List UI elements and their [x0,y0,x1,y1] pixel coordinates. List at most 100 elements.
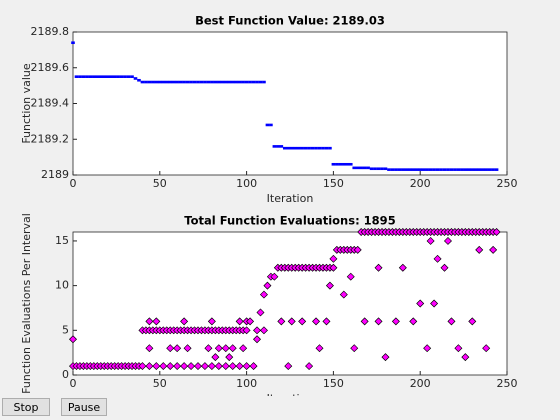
point [180,362,189,371]
point [185,80,190,84]
point [183,344,192,353]
point [192,80,197,84]
point [350,344,359,353]
point [423,344,432,353]
point [246,317,255,326]
point [221,344,230,353]
point [144,80,148,84]
x-tick-label: 250 [497,177,518,190]
point [482,344,491,353]
point [166,362,175,371]
point [151,80,155,84]
point [328,146,332,150]
point [383,167,388,171]
y-tick-label: 5 [62,323,69,336]
pause-button[interactable]: Pause [61,398,107,416]
point [338,162,343,166]
point [456,168,461,171]
point [404,168,409,171]
point [345,162,350,166]
point [214,344,223,353]
y-tick-label: 2189.8 [31,25,70,38]
point [440,263,449,272]
point [390,168,395,171]
point [380,167,384,171]
y-tick-label: 10 [55,279,69,292]
point [360,317,369,326]
point [256,308,265,317]
point [207,362,216,371]
point [220,80,225,84]
y-tick-label: 2189 [41,168,69,181]
point [123,75,127,78]
point [435,168,440,171]
point [394,168,398,171]
point [407,168,412,171]
point [449,168,454,171]
point [381,353,390,362]
point [369,167,374,171]
point [105,75,110,78]
x-axis-label: Iteration [267,392,314,396]
point [126,75,131,78]
point [178,80,183,84]
point [253,326,262,335]
point [200,362,209,371]
point [324,146,329,150]
x-tick-label: 150 [323,177,344,190]
point [74,75,79,78]
point [287,317,296,326]
point [314,146,318,150]
point [411,168,416,171]
point [98,75,103,78]
point [241,80,245,84]
point [487,168,492,171]
x-tick-label: 0 [70,177,77,190]
point [225,353,234,362]
point [145,317,154,326]
point [315,344,324,353]
point [248,80,252,84]
stop-button[interactable]: Stop [2,398,50,416]
point [430,299,439,308]
y-tick-label: 2189.6 [31,61,70,74]
point [95,75,100,78]
point [473,168,478,171]
point [214,362,223,371]
point [374,263,383,272]
point [182,80,186,84]
point [213,80,218,84]
point [171,80,176,84]
point [277,317,286,326]
point [321,146,325,150]
point [282,146,287,150]
point [211,353,220,362]
point [152,362,161,371]
point [494,168,499,171]
point [259,290,268,299]
point [102,75,107,78]
point [145,362,154,371]
point [71,41,75,45]
point [463,168,468,171]
point [467,168,471,171]
point [244,80,249,84]
point [116,75,120,78]
point [239,344,248,353]
point [228,344,237,353]
y-tick-label: 0 [62,368,69,381]
point [484,168,488,171]
y-tick-label: 2189.2 [31,132,70,145]
axes-background [72,231,508,376]
point [189,80,193,84]
point [199,80,204,84]
point [161,80,166,84]
point [303,146,308,150]
point [119,75,124,78]
point [305,362,314,371]
point [307,146,311,150]
point [210,80,214,84]
axes-background [72,31,508,176]
point [145,344,154,353]
